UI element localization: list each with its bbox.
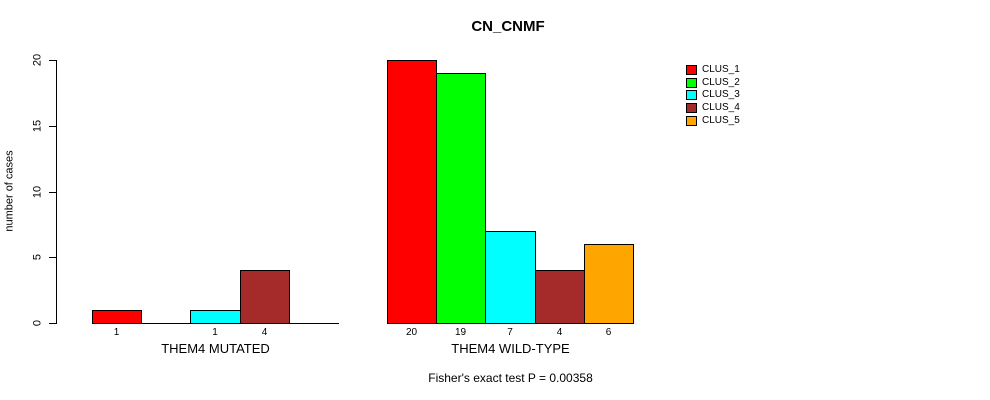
bar-clus-5-them4-wild-type bbox=[584, 244, 634, 324]
legend-item-clus-1: CLUS_1 bbox=[686, 64, 740, 77]
bar-clus-3-them4-mutated bbox=[190, 310, 241, 324]
legend-label-clus-1: CLUS_1 bbox=[702, 64, 740, 76]
legend-swatch-clus-2 bbox=[686, 77, 697, 88]
legend-swatch-clus-4 bbox=[686, 103, 697, 114]
chart-title: CN_CNMF bbox=[471, 18, 545, 35]
legend-swatch-clus-3 bbox=[686, 90, 697, 101]
y-axis-title: number of cases bbox=[3, 150, 16, 232]
bar-value-label-clus-4-them4-mutated: 4 bbox=[261, 327, 268, 338]
y-axis-tick-label: 15 bbox=[31, 119, 44, 133]
bar-clus-3-them4-wild-type bbox=[485, 231, 536, 324]
y-axis-line bbox=[56, 60, 57, 324]
bar-value-label-clus-2-them4-wild-type: 19 bbox=[454, 327, 467, 338]
y-axis-tick bbox=[49, 323, 56, 324]
y-axis-tick bbox=[49, 126, 56, 127]
y-axis-tick-label: 0 bbox=[31, 319, 44, 327]
bar-clus-4-them4-wild-type bbox=[535, 270, 585, 324]
group-label-them4-mutated: THEM4 MUTATED bbox=[161, 341, 270, 356]
bar-value-label-clus-3-them4-wild-type: 7 bbox=[507, 327, 513, 338]
legend-swatch-clus-5 bbox=[686, 115, 697, 126]
y-axis-tick-label: 5 bbox=[31, 253, 44, 261]
bar-value-label-clus-4-them4-wild-type: 4 bbox=[556, 327, 563, 338]
group-label-them4-wild-type: THEM4 WILD-TYPE bbox=[451, 341, 570, 356]
bar-value-label-clus-3-them4-mutated: 1 bbox=[212, 327, 218, 338]
legend-item-clus-2: CLUS_2 bbox=[686, 77, 740, 90]
bar-value-label-clus-5-them4-wild-type: 6 bbox=[605, 327, 612, 338]
legend-item-clus-4: CLUS_4 bbox=[686, 102, 740, 115]
legend-swatch-clus-1 bbox=[686, 65, 697, 76]
legend-item-clus-5: CLUS_5 bbox=[686, 114, 740, 127]
bar-clus-4-them4-mutated bbox=[240, 270, 290, 324]
y-axis-tick-label: 20 bbox=[31, 53, 44, 67]
legend: CLUS_1 CLUS_2 CLUS_3 CLUS_4 CLUS_5 bbox=[686, 64, 740, 127]
bar-clus-1-them4-mutated bbox=[92, 310, 142, 324]
bar-value-label-clus-1-them4-mutated: 1 bbox=[113, 327, 120, 338]
legend-label-clus-2: CLUS_2 bbox=[702, 76, 740, 88]
bar-clus-2-them4-wild-type bbox=[436, 73, 486, 324]
bar-clus-1-them4-wild-type bbox=[387, 60, 437, 324]
y-axis-tick-label: 10 bbox=[31, 185, 44, 199]
legend-item-clus-3: CLUS_3 bbox=[686, 89, 740, 102]
legend-label-clus-4: CLUS_4 bbox=[702, 102, 740, 114]
legend-label-clus-5: CLUS_5 bbox=[702, 114, 740, 126]
fisher-test-annotation: Fisher's exact test P = 0.00358 bbox=[428, 371, 593, 385]
legend-label-clus-3: CLUS_3 bbox=[702, 89, 740, 101]
y-axis-tick bbox=[49, 192, 56, 193]
y-axis-tick bbox=[49, 60, 56, 61]
bar-value-label-clus-1-them4-wild-type: 20 bbox=[405, 327, 418, 338]
y-axis-tick bbox=[49, 257, 56, 258]
